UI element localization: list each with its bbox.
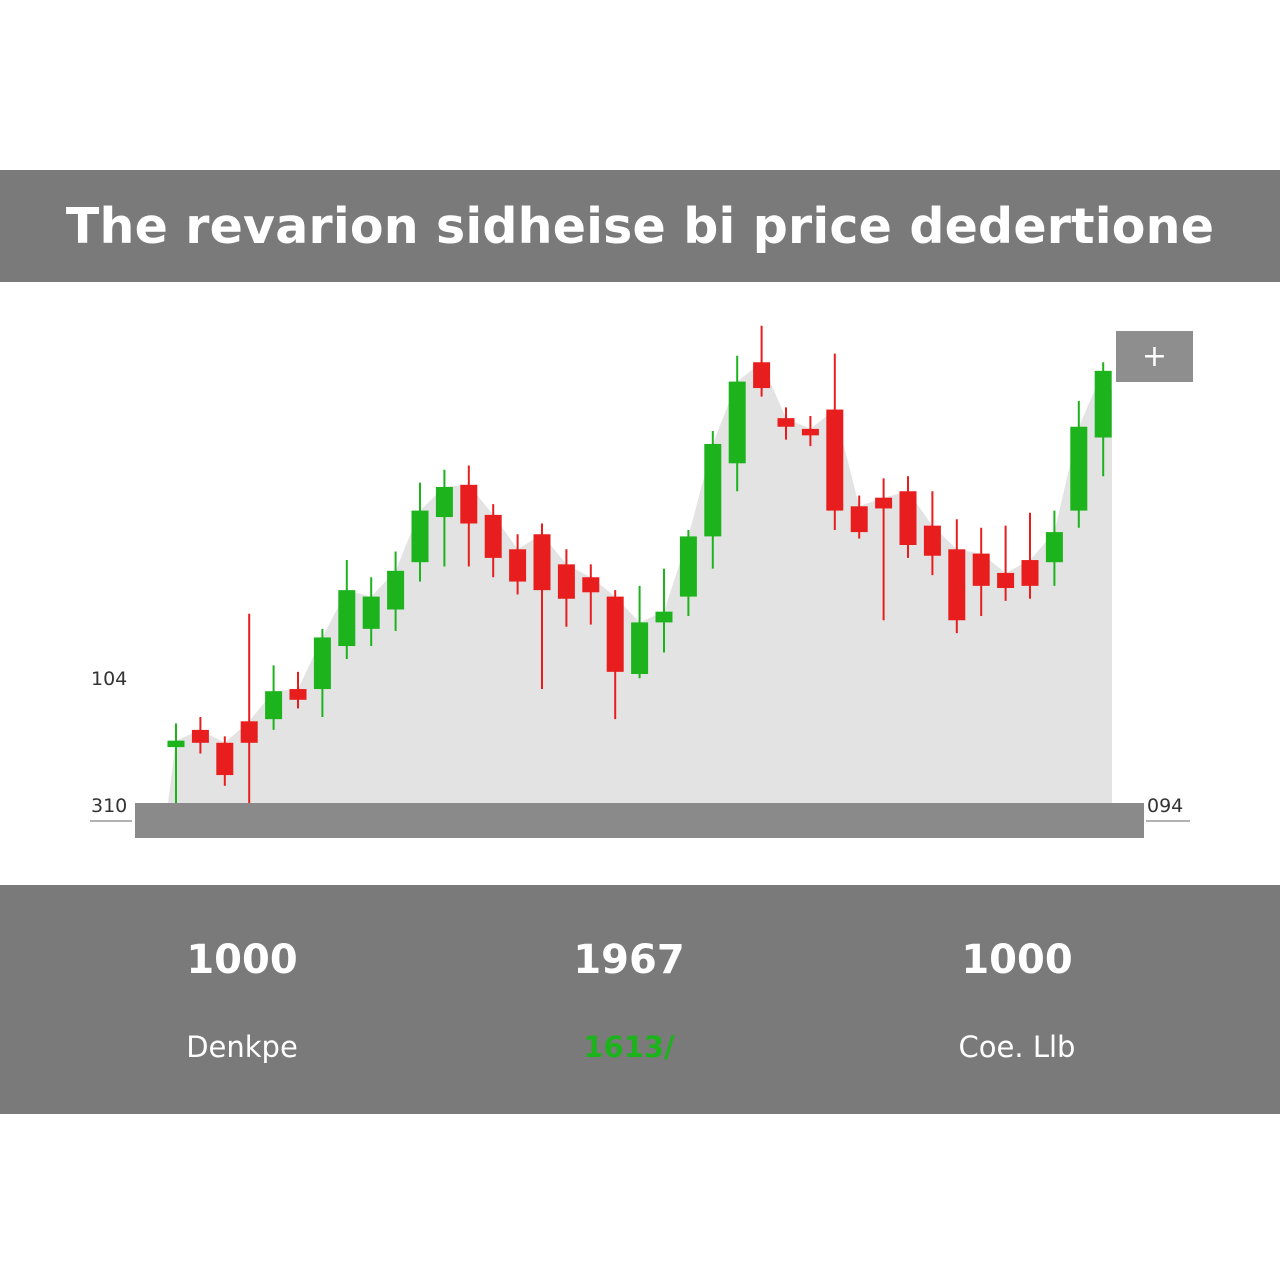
candle-1	[167, 723, 185, 803]
candle-body-down	[753, 362, 771, 389]
candle-32	[923, 491, 941, 576]
candle-38	[1070, 400, 1088, 528]
candle-body-up	[1045, 532, 1063, 563]
candle-body-down	[923, 525, 941, 556]
candle-27	[801, 416, 819, 447]
y-tick-label-right: 094	[1147, 795, 1184, 817]
candle-body-up	[728, 381, 746, 464]
candle-body-down	[582, 577, 600, 593]
candle-body-down	[484, 514, 502, 558]
candle-9	[362, 577, 380, 647]
candle-body-down	[606, 596, 624, 672]
candle-body-down	[191, 729, 209, 743]
stat-card-right: 1000 Coe. Llb	[867, 885, 1167, 1114]
candle-body-up	[655, 611, 673, 623]
candle-39	[1094, 362, 1112, 477]
candle-37	[1045, 510, 1063, 586]
candle-body-up	[704, 443, 722, 537]
candle-body-up	[265, 691, 283, 720]
candle-13	[460, 465, 478, 567]
candle-body-up	[411, 510, 429, 563]
candle-body-down	[460, 484, 478, 524]
candle-7	[313, 628, 331, 717]
candle-25	[753, 325, 771, 397]
chart-title: The revarion sidheise bi price dedertion…	[65, 197, 1215, 255]
candle-33	[948, 519, 966, 634]
candle-body-down	[899, 491, 917, 545]
candle-24	[728, 355, 746, 492]
candle-body-down	[533, 534, 551, 591]
candlestick-chart	[90, 325, 1190, 838]
zoom-in-button[interactable]: +	[1116, 331, 1193, 382]
candle-16	[533, 523, 551, 690]
candle-body-up	[167, 740, 185, 748]
candle-2	[191, 717, 209, 754]
candle-5	[265, 665, 283, 730]
candle-35	[997, 525, 1015, 601]
candle-3	[216, 736, 234, 786]
candle-body-down	[997, 572, 1015, 588]
candle-15	[509, 534, 527, 595]
stat-value-left: 1000	[186, 937, 298, 983]
candle-30	[875, 478, 893, 621]
candle-28	[826, 353, 844, 530]
candle-20	[631, 585, 649, 679]
candle-body-down	[875, 497, 893, 509]
y-tick-label-upper: 104	[91, 668, 128, 690]
candle-body-up	[1070, 426, 1088, 511]
candle-body-down	[1021, 560, 1039, 586]
candle-34	[972, 527, 990, 616]
candle-body-down	[801, 428, 819, 436]
candle-body-up	[631, 622, 649, 674]
candle-body-down	[557, 564, 575, 599]
stat-value-center: 1967	[573, 937, 685, 983]
price-area	[168, 362, 1112, 803]
candle-22	[679, 529, 697, 616]
candle-17	[557, 549, 575, 627]
candle-36	[1021, 512, 1039, 599]
candle-body-down	[777, 418, 795, 427]
candle-14	[484, 504, 502, 578]
candle-26	[777, 407, 795, 440]
candle-18	[582, 564, 600, 625]
candles-group	[167, 325, 1112, 803]
stats-bar: 1000 Denkpe 1967 1613/ 1000 Coe. Llb	[0, 885, 1280, 1114]
candle-10	[387, 551, 405, 631]
candle-body-up	[338, 590, 356, 647]
candle-8	[338, 560, 356, 659]
candle-body-up	[435, 486, 453, 518]
candle-body-down	[850, 506, 868, 533]
stat-label-right: Coe. Llb	[958, 1030, 1076, 1064]
stat-label-left: Denkpe	[186, 1030, 298, 1064]
candle-29	[850, 495, 868, 539]
candle-12	[435, 469, 453, 567]
stat-value-right: 1000	[961, 937, 1073, 983]
candle-19	[606, 590, 624, 720]
candle-4	[240, 613, 258, 803]
stat-label-center: 1613/	[583, 1030, 675, 1064]
candle-body-up	[679, 536, 697, 597]
candle-body-down	[289, 689, 307, 700]
candle-11	[411, 482, 429, 582]
candle-31	[899, 476, 917, 558]
chart-area	[0, 282, 1280, 885]
candle-body-up	[1094, 370, 1112, 438]
candle-21	[655, 568, 673, 653]
candle-6	[289, 671, 307, 709]
y-tick-label-lower: 310	[91, 795, 128, 817]
candle-body-down	[240, 721, 258, 743]
candle-body-down	[509, 549, 527, 582]
candle-body-up	[362, 596, 380, 629]
candle-body-up	[313, 637, 331, 690]
title-bar: The revarion sidheise bi price dedertion…	[0, 170, 1280, 282]
candle-body-down	[826, 409, 844, 511]
baseline-scrollbar[interactable]	[135, 803, 1144, 838]
stat-card-center: 1967 1613/	[479, 885, 779, 1114]
stat-card-left: 1000 Denkpe	[92, 885, 392, 1114]
candle-body-up	[387, 570, 405, 610]
candle-body-down	[972, 553, 990, 586]
candle-body-down	[216, 742, 234, 776]
candle-23	[704, 431, 722, 569]
candle-body-down	[948, 549, 966, 621]
